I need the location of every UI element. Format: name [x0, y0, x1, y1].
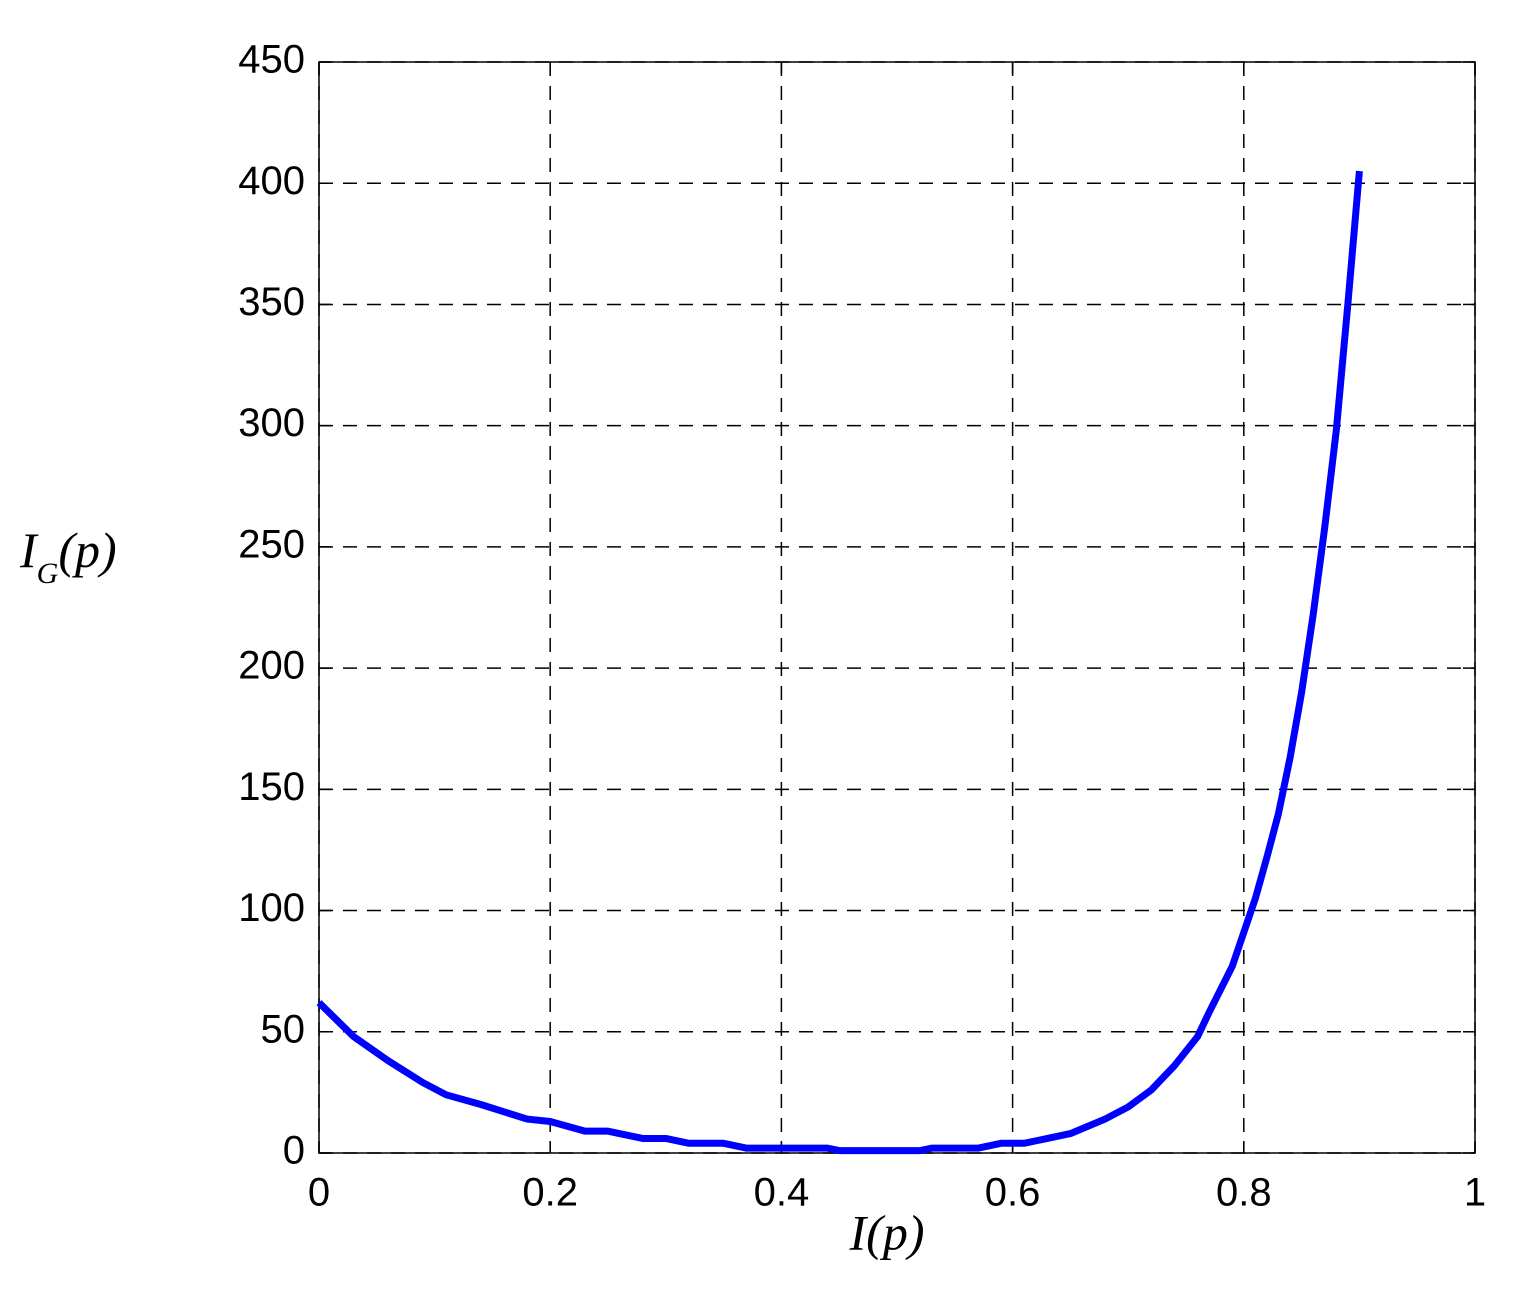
y-tick-label: 300 — [238, 401, 305, 445]
data-line — [316, 170, 1363, 1155]
y-tick-label: 400 — [238, 159, 305, 203]
y-tick-label: 50 — [261, 1007, 306, 1051]
x-tick-label: 0.2 — [522, 1171, 578, 1215]
x-tick-label: 0 — [308, 1171, 330, 1215]
x-tick-label: 0.8 — [1216, 1171, 1272, 1215]
y-tick-label: 200 — [238, 644, 305, 688]
y-tick-label: 150 — [238, 765, 305, 809]
x-tick-label: 1 — [1464, 1171, 1486, 1215]
y-tick-label: 350 — [238, 280, 305, 324]
y-axis-label: IG(p) — [19, 522, 117, 589]
x-tick-label: 0.6 — [985, 1171, 1041, 1215]
y-tick-label: 0 — [283, 1129, 305, 1173]
y-label-main: I — [19, 522, 39, 578]
y-label-rest: (p) — [58, 522, 116, 578]
x-axis-label: I(p) — [849, 1204, 925, 1260]
y-tick-label: 450 — [238, 38, 305, 82]
y-tick-label: 100 — [238, 886, 305, 930]
y-label-sub: G — [37, 557, 59, 590]
x-tick-label: 0.4 — [754, 1171, 810, 1215]
y-tick-label: 250 — [238, 522, 305, 566]
plot-area — [319, 62, 1475, 1153]
